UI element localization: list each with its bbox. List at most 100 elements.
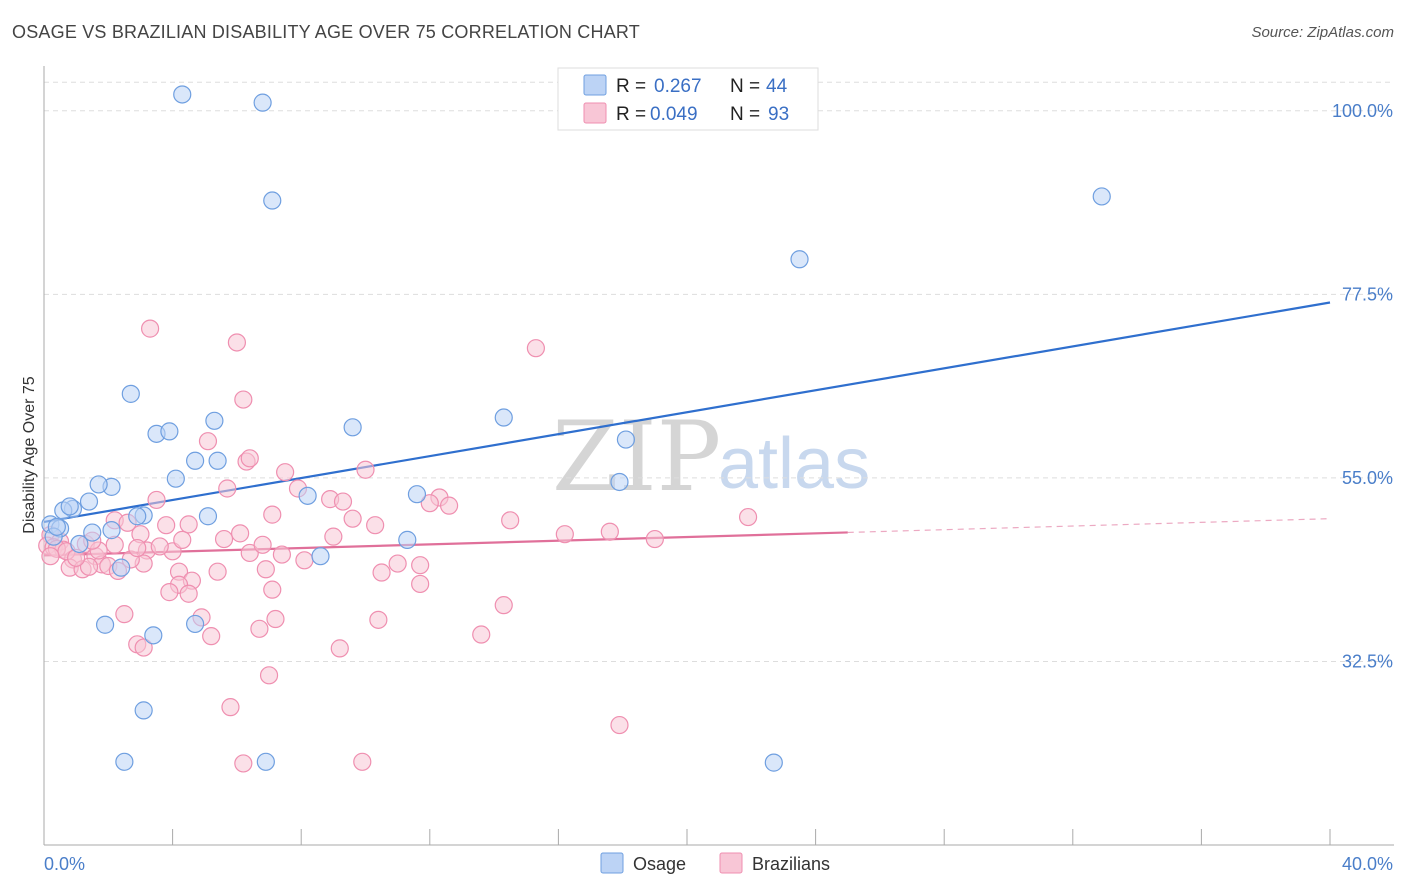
- brazilians-point: [295, 551, 314, 570]
- osage-point: [95, 615, 115, 634]
- brazilians-point: [115, 605, 134, 624]
- brazilians-point: [179, 515, 198, 534]
- osage-point: [173, 85, 192, 104]
- osage-r-value: 0.267: [654, 76, 702, 97]
- brazilians-point: [208, 562, 227, 581]
- osage-point: [121, 384, 140, 403]
- brazilians-point: [179, 584, 198, 603]
- brazilians-point: [234, 754, 253, 773]
- osage-point: [60, 497, 79, 516]
- brazilians-point: [263, 505, 282, 524]
- brazilians-point: [147, 490, 166, 510]
- brazilians-point: [134, 638, 153, 657]
- brazilians-point: [330, 639, 349, 658]
- brazilians-point: [150, 537, 169, 556]
- series-legend: Osage Brazilians: [600, 852, 830, 874]
- brazilians-point: [526, 339, 545, 358]
- axes: [43, 66, 1394, 846]
- brazilians-legend-swatch: [583, 102, 607, 124]
- brazilians-point: [494, 596, 513, 615]
- osage-n-value: 44: [766, 76, 788, 97]
- brazilians-point: [738, 507, 758, 527]
- brazilians-point: [645, 529, 664, 549]
- osage-r-label: R =: [616, 76, 646, 97]
- brazilians-point: [202, 627, 221, 646]
- brazilians-point: [105, 535, 124, 554]
- brazilians-point: [234, 390, 253, 409]
- osage-n-label: N =: [730, 76, 760, 97]
- brazilians-point: [259, 666, 279, 685]
- brazilians-series-label: Brazilians: [752, 854, 830, 874]
- watermark-atlas: atlas: [718, 424, 870, 504]
- y-axis-title: Disability Age Over 75: [21, 376, 38, 534]
- tick-labels: 32.5% 55.0% 77.5% 100.0% 0.0% 40.0%: [44, 101, 1393, 874]
- osage-legend-swatch: [583, 74, 607, 96]
- brazilians-point: [250, 619, 269, 638]
- y-tick-label: 55.0%: [1342, 468, 1393, 488]
- chart-title: OSAGE VS BRAZILIAN DISABILITY AGE OVER 7…: [12, 22, 640, 42]
- osage-point: [253, 93, 272, 112]
- osage-series-label: Osage: [633, 854, 686, 874]
- osage-point: [494, 408, 513, 427]
- osage-point: [144, 626, 163, 645]
- osage-point: [47, 517, 66, 536]
- brazilians-n-value: 93: [768, 104, 789, 125]
- osage-point: [263, 191, 282, 210]
- osage-point: [79, 492, 99, 511]
- osage-point: [89, 475, 108, 494]
- x-tick-label: 40.0%: [1342, 854, 1393, 874]
- brazilians-point: [266, 609, 285, 629]
- osage-point: [764, 753, 783, 772]
- brazilians-r-value: 0.049: [650, 104, 698, 125]
- brazilians-point: [227, 333, 246, 352]
- osage-point: [198, 507, 218, 526]
- osage-point: [205, 411, 224, 430]
- brazilians-point: [356, 460, 375, 479]
- osage-point: [1092, 187, 1111, 206]
- y-tick-label: 100.0%: [1332, 101, 1393, 121]
- brazilians-point: [240, 449, 259, 468]
- brazilians-point: [600, 522, 619, 541]
- brazilians-point: [198, 432, 218, 451]
- brazilians-point: [221, 698, 240, 717]
- osage-point: [83, 523, 102, 542]
- brazilians-point: [240, 543, 259, 563]
- brazilians-r-label: R =: [616, 104, 646, 125]
- brazilians-trend-extension: [847, 518, 1331, 534]
- brazilians-point: [160, 583, 179, 602]
- brazilians-point: [324, 527, 343, 546]
- osage-series-swatch: [600, 852, 624, 874]
- brazilians-point: [439, 496, 459, 515]
- brazilians-point: [214, 529, 234, 549]
- brazilians-point: [420, 494, 439, 513]
- brazilians-point: [253, 535, 272, 554]
- osage-point: [166, 469, 185, 488]
- osage-point: [616, 430, 636, 449]
- osage-point: [256, 752, 275, 771]
- brazilians-point: [79, 557, 99, 576]
- osage-point: [790, 250, 809, 269]
- osage-point: [343, 418, 362, 437]
- osage-point: [298, 486, 317, 505]
- osage-point: [134, 701, 153, 720]
- osage-point: [186, 451, 205, 470]
- brazilians-point: [276, 463, 295, 482]
- osage-point: [70, 534, 89, 554]
- osage-point: [160, 422, 179, 441]
- brazilians-point: [372, 563, 391, 582]
- osage-trend-line: [43, 301, 1331, 524]
- osage-point: [398, 530, 417, 549]
- brazilians-point: [333, 492, 353, 511]
- brazilians-series-swatch: [719, 852, 743, 874]
- watermark-zip: ZIP: [552, 401, 721, 513]
- y-tick-label: 77.5%: [1342, 284, 1393, 304]
- brazilians-point: [343, 509, 362, 528]
- brazilians-point: [472, 625, 491, 644]
- y-tick-label: 32.5%: [1342, 651, 1393, 671]
- brazilians-point: [411, 574, 430, 594]
- source-label: Source: ZipAtlas.com: [1251, 24, 1394, 41]
- brazilians-point: [263, 580, 282, 599]
- brazilians-point: [610, 715, 629, 735]
- brazilians-point: [218, 479, 237, 498]
- osage-point: [407, 485, 427, 504]
